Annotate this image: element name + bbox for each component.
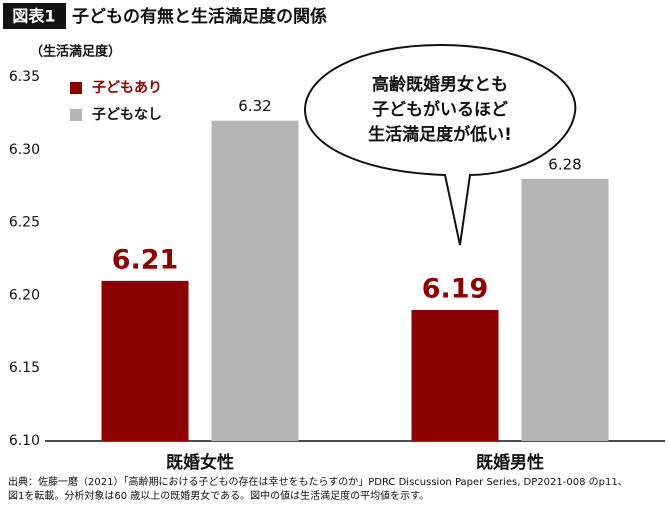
- data-label: 6.28: [548, 155, 581, 173]
- y-tick-label: 6.30: [9, 142, 40, 158]
- y-tick-label: 6.15: [9, 360, 40, 376]
- badge: 図表1: [12, 7, 55, 26]
- y-tick-label: 6.25: [9, 215, 40, 231]
- y-tick-label: 6.35: [9, 69, 40, 85]
- y-axis-label: （生活満足度）: [30, 44, 121, 60]
- speech-bubble: [303, 43, 577, 246]
- data-label: 6.19: [422, 273, 489, 304]
- bar: [101, 280, 189, 441]
- legend-swatch: [70, 109, 82, 121]
- bar: [521, 178, 609, 442]
- data-label: 6.32: [238, 97, 271, 115]
- source: 出典：佐藤一磨（2021）「高齢期における子どもの存在は幸せをもたらすのか」PD…: [8, 475, 628, 488]
- y-tick-label: 6.10: [9, 433, 40, 449]
- bar: [211, 120, 299, 442]
- annotation: 高齢既婚男女とも: [372, 74, 508, 95]
- badge-bg: [3, 3, 66, 29]
- source: 図1を転載。分析対象は60 歳以上の既婚男女である。図中の値は生活満足度の平均値…: [8, 489, 429, 502]
- x-tick-label: 既婚女性: [166, 452, 234, 473]
- legend-label: 子どもあり: [92, 80, 162, 96]
- chart-title: 子どもの有無と生活満足度の関係: [72, 6, 327, 27]
- annotation: 子どもがいるほど: [372, 99, 508, 120]
- bar: [411, 309, 499, 441]
- legend-label: 子どもなし: [92, 107, 162, 123]
- data-label: 6.21: [112, 244, 179, 275]
- annotation: 生活満足度が低い!: [368, 124, 512, 145]
- legend-swatch: [70, 82, 82, 94]
- y-tick-label: 6.20: [9, 287, 40, 303]
- x-tick-label: 既婚男性: [476, 452, 544, 473]
